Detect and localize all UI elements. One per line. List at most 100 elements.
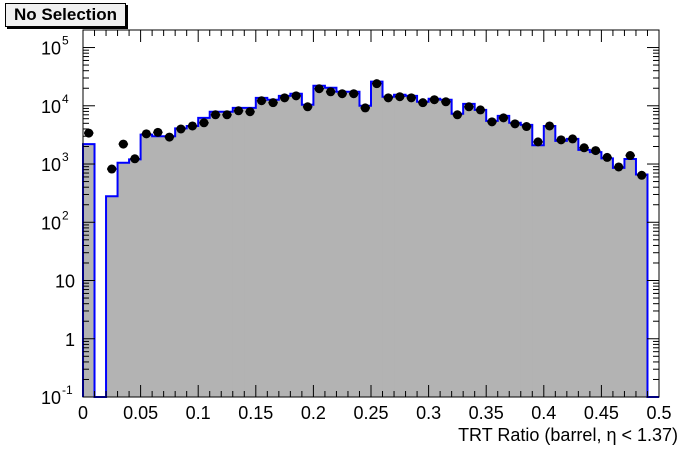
data-point: [326, 87, 336, 97]
x-tick-label: 0.5: [646, 403, 671, 423]
data-point: [199, 118, 209, 128]
data-point: [130, 154, 140, 164]
data-point: [176, 124, 186, 134]
histogram-bar: [635, 174, 648, 397]
histogram-bar: [578, 149, 591, 397]
histogram-bar: [140, 134, 153, 397]
histogram-bar: [255, 97, 268, 397]
data-point: [464, 102, 474, 112]
y-tick-label: 10: [41, 97, 61, 117]
data-point: [625, 151, 635, 161]
y-tick-label: 10: [41, 155, 61, 175]
data-point: [372, 79, 382, 89]
data-point: [637, 170, 647, 180]
data-point: [475, 105, 485, 115]
data-point: [383, 93, 393, 103]
histogram-bar: [198, 117, 211, 397]
data-point: [602, 152, 612, 162]
y-tick-label: 1: [65, 330, 75, 350]
histogram-bar: [106, 196, 119, 397]
y-tick-label: 10: [41, 213, 61, 233]
data-point: [245, 107, 255, 117]
y-tick-exponent: -1: [62, 383, 73, 397]
data-point: [337, 89, 347, 99]
data-point: [441, 97, 451, 107]
histogram-bar: [209, 111, 222, 398]
data-point: [395, 92, 405, 102]
histogram-bar: [232, 107, 245, 397]
y-tick-label: 10: [55, 272, 75, 292]
histogram-bar: [336, 91, 349, 397]
histogram-bar: [221, 111, 234, 398]
x-tick-label: 0.2: [301, 403, 326, 423]
x-axis-label: TRT Ratio (barrel, η < 1.37): [458, 425, 678, 445]
histogram-bar: [589, 152, 602, 397]
histogram-bar: [163, 136, 176, 398]
histogram-bar: [313, 85, 326, 397]
data-point: [210, 110, 220, 120]
y-tick-exponent: 2: [62, 208, 69, 222]
y-tick-exponent: 4: [62, 92, 69, 106]
data-point: [280, 93, 290, 103]
data-point: [291, 91, 301, 101]
histogram-bar: [129, 159, 142, 397]
histogram-bar: [509, 122, 522, 397]
data-point: [614, 162, 624, 172]
histogram-bar: [394, 94, 407, 397]
y-tick-exponent: 5: [62, 34, 69, 48]
histogram-bar: [175, 128, 188, 397]
data-point: [107, 164, 117, 174]
histogram-bar: [347, 91, 360, 397]
x-tick-label: 0.3: [416, 403, 441, 423]
data-point: [187, 121, 197, 131]
data-point: [153, 127, 163, 137]
histogram-bar: [290, 93, 303, 397]
data-point: [545, 121, 555, 131]
data-point: [579, 143, 589, 153]
histogram-bar: [371, 81, 384, 397]
histogram-bar: [440, 99, 453, 397]
histogram-bar: [486, 120, 499, 397]
histogram-bar: [117, 162, 130, 397]
data-point: [303, 102, 313, 112]
histogram-bar: [324, 87, 337, 397]
data-point: [118, 139, 128, 149]
y-tick-label: 10: [41, 388, 61, 408]
histogram-bar: [555, 140, 568, 397]
x-tick-label: 0.45: [584, 403, 619, 423]
data-point: [498, 113, 508, 123]
y-tick-label: 10: [41, 39, 61, 59]
data-point: [429, 95, 439, 105]
data-point: [268, 98, 278, 108]
x-tick-label: 0.05: [123, 403, 158, 423]
histogram-bar: [624, 158, 637, 397]
histogram-bar: [566, 138, 579, 397]
data-point: [222, 110, 232, 120]
x-tick-label: 0.1: [186, 403, 211, 423]
data-point: [522, 122, 532, 132]
histogram-bar: [612, 167, 625, 397]
histogram-bar: [543, 125, 556, 397]
histogram-bar: [463, 103, 476, 397]
histogram-bar: [244, 107, 257, 397]
x-tick-label: 0: [78, 403, 88, 423]
histogram-bar: [152, 136, 165, 398]
histogram-bar: [301, 104, 314, 397]
data-point: [349, 89, 359, 99]
histogram-bar: [451, 113, 464, 397]
histogram-bar: [278, 95, 291, 398]
data-point: [418, 98, 428, 108]
histogram-bar: [83, 144, 96, 397]
histogram-bar: [601, 158, 614, 397]
data-point: [452, 110, 462, 120]
data-point: [406, 93, 416, 103]
data-point: [556, 135, 566, 145]
y-tick-exponent: 3: [62, 150, 69, 164]
x-tick-label: 0.4: [531, 403, 556, 423]
data-point: [510, 119, 520, 129]
data-point: [533, 137, 543, 147]
data-point: [360, 103, 370, 113]
histogram-bar: [267, 99, 280, 397]
histogram-bar: [186, 125, 199, 397]
